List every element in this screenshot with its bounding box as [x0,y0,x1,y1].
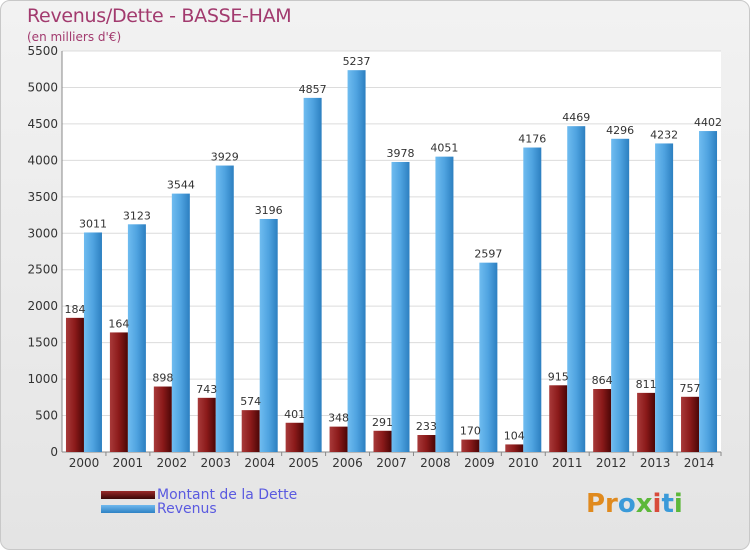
bar-debt [197,397,216,452]
bar-debt [505,444,524,452]
data-label-debt: 898 [152,372,173,385]
data-label-revenue: 4857 [299,83,327,96]
bar-revenue [259,218,278,452]
x-tick-label: 2000 [69,456,100,470]
bar-debt [461,439,480,452]
data-label-debt: 164 [108,317,129,330]
x-tick-label: 2010 [508,456,539,470]
bar-debt [109,332,128,452]
x-tick-label: 2007 [376,456,407,470]
data-label-debt: 401 [284,408,305,421]
x-tick-label: 2012 [596,456,627,470]
data-label-debt: 170 [460,425,481,438]
bar-debt [65,317,84,452]
data-label-debt: 348 [328,412,349,425]
chart-subtitle: (en milliers d'€) [27,30,122,44]
bar-revenue [479,262,498,452]
y-tick-label: 3000 [27,226,58,240]
bar-revenue [391,161,410,452]
legend-item-revenue: Revenus [101,501,217,517]
x-tick-label: 2004 [244,456,275,470]
data-label-revenue: 3123 [123,209,151,222]
data-label-debt: 291 [372,416,393,429]
x-tick-label: 2003 [200,456,231,470]
data-label-revenue: 4469 [562,111,590,124]
data-label-revenue: 4296 [606,124,634,137]
bar-debt [417,435,436,452]
data-label-debt: 184 [64,303,85,316]
data-label-revenue: 4176 [518,133,546,146]
data-label-revenue: 3929 [211,151,239,164]
y-tick-label: 4000 [27,153,58,167]
bar-revenue [215,165,234,453]
x-tick-label: 2008 [420,456,451,470]
data-label-revenue: 3011 [79,217,107,230]
y-tick-label: 5000 [27,80,58,94]
data-label-debt: 915 [548,370,569,383]
bar-revenue [699,131,718,452]
y-tick-label: 1000 [27,372,58,386]
data-label-revenue: 4402 [694,116,722,129]
bar-debt [681,396,700,452]
chart-title: Revenus/Dette - BASSE-HAM [27,5,292,27]
legend-item-debt: Montant de la Dette [101,487,298,503]
bar-debt [593,389,612,452]
bar-revenue [171,193,190,453]
data-label-revenue: 4051 [430,142,458,155]
bar-revenue [347,70,366,452]
x-tick-label: 2006 [332,456,363,470]
y-tick-label: 1500 [27,336,58,350]
bar-debt [549,385,568,452]
data-label-revenue: 3544 [167,179,195,192]
data-label-revenue: 3196 [255,204,283,217]
bar-revenue [523,147,542,453]
data-label-debt: 757 [680,382,701,395]
y-tick-label: 3500 [27,190,58,204]
y-tick-label: 500 [35,409,58,423]
bar-debt [329,426,348,452]
data-label-debt: 104 [504,429,525,442]
data-label-debt: 233 [416,420,437,433]
y-tick-label: 2500 [27,263,58,277]
y-tick-label: 0 [50,445,58,459]
data-label-debt: 574 [240,395,261,408]
bar-debt [153,386,172,452]
x-tick-label: 2009 [464,456,495,470]
bar-debt [373,430,392,452]
bar-revenue [435,156,454,453]
data-label-debt: 743 [196,383,217,396]
y-tick-label: 2000 [27,299,58,313]
x-tick-label: 2013 [640,456,671,470]
bar-debt [241,410,260,452]
bar-debt [637,392,656,452]
data-label-revenue: 4232 [650,128,678,141]
data-label-revenue: 2597 [474,248,502,261]
y-tick-label: 5500 [27,44,58,58]
bar-revenue [127,224,146,452]
bar-revenue [303,97,322,452]
x-tick-label: 2001 [113,456,144,470]
proxiti-logo: Proxiti [586,489,683,519]
legend-swatch-revenue [101,505,155,513]
legend-label-debt: Montant de la Dette [157,487,298,503]
data-label-revenue: 3978 [387,147,415,160]
legend-swatch-debt [101,491,155,499]
bar-debt [285,422,304,452]
bar-revenue [655,143,674,452]
x-tick-label: 2014 [684,456,715,470]
x-tick-label: 2005 [288,456,319,470]
data-label-debt: 864 [592,374,613,387]
bar-revenue [567,126,586,452]
data-label-debt: 811 [636,378,657,391]
bar-revenue [83,232,102,452]
x-tick-label: 2011 [552,456,583,470]
y-tick-label: 4500 [27,117,58,131]
legend-label-revenue: Revenus [157,501,217,517]
data-label-revenue: 5237 [343,55,371,68]
x-tick-label: 2002 [157,456,188,470]
bar-revenue [611,138,630,453]
